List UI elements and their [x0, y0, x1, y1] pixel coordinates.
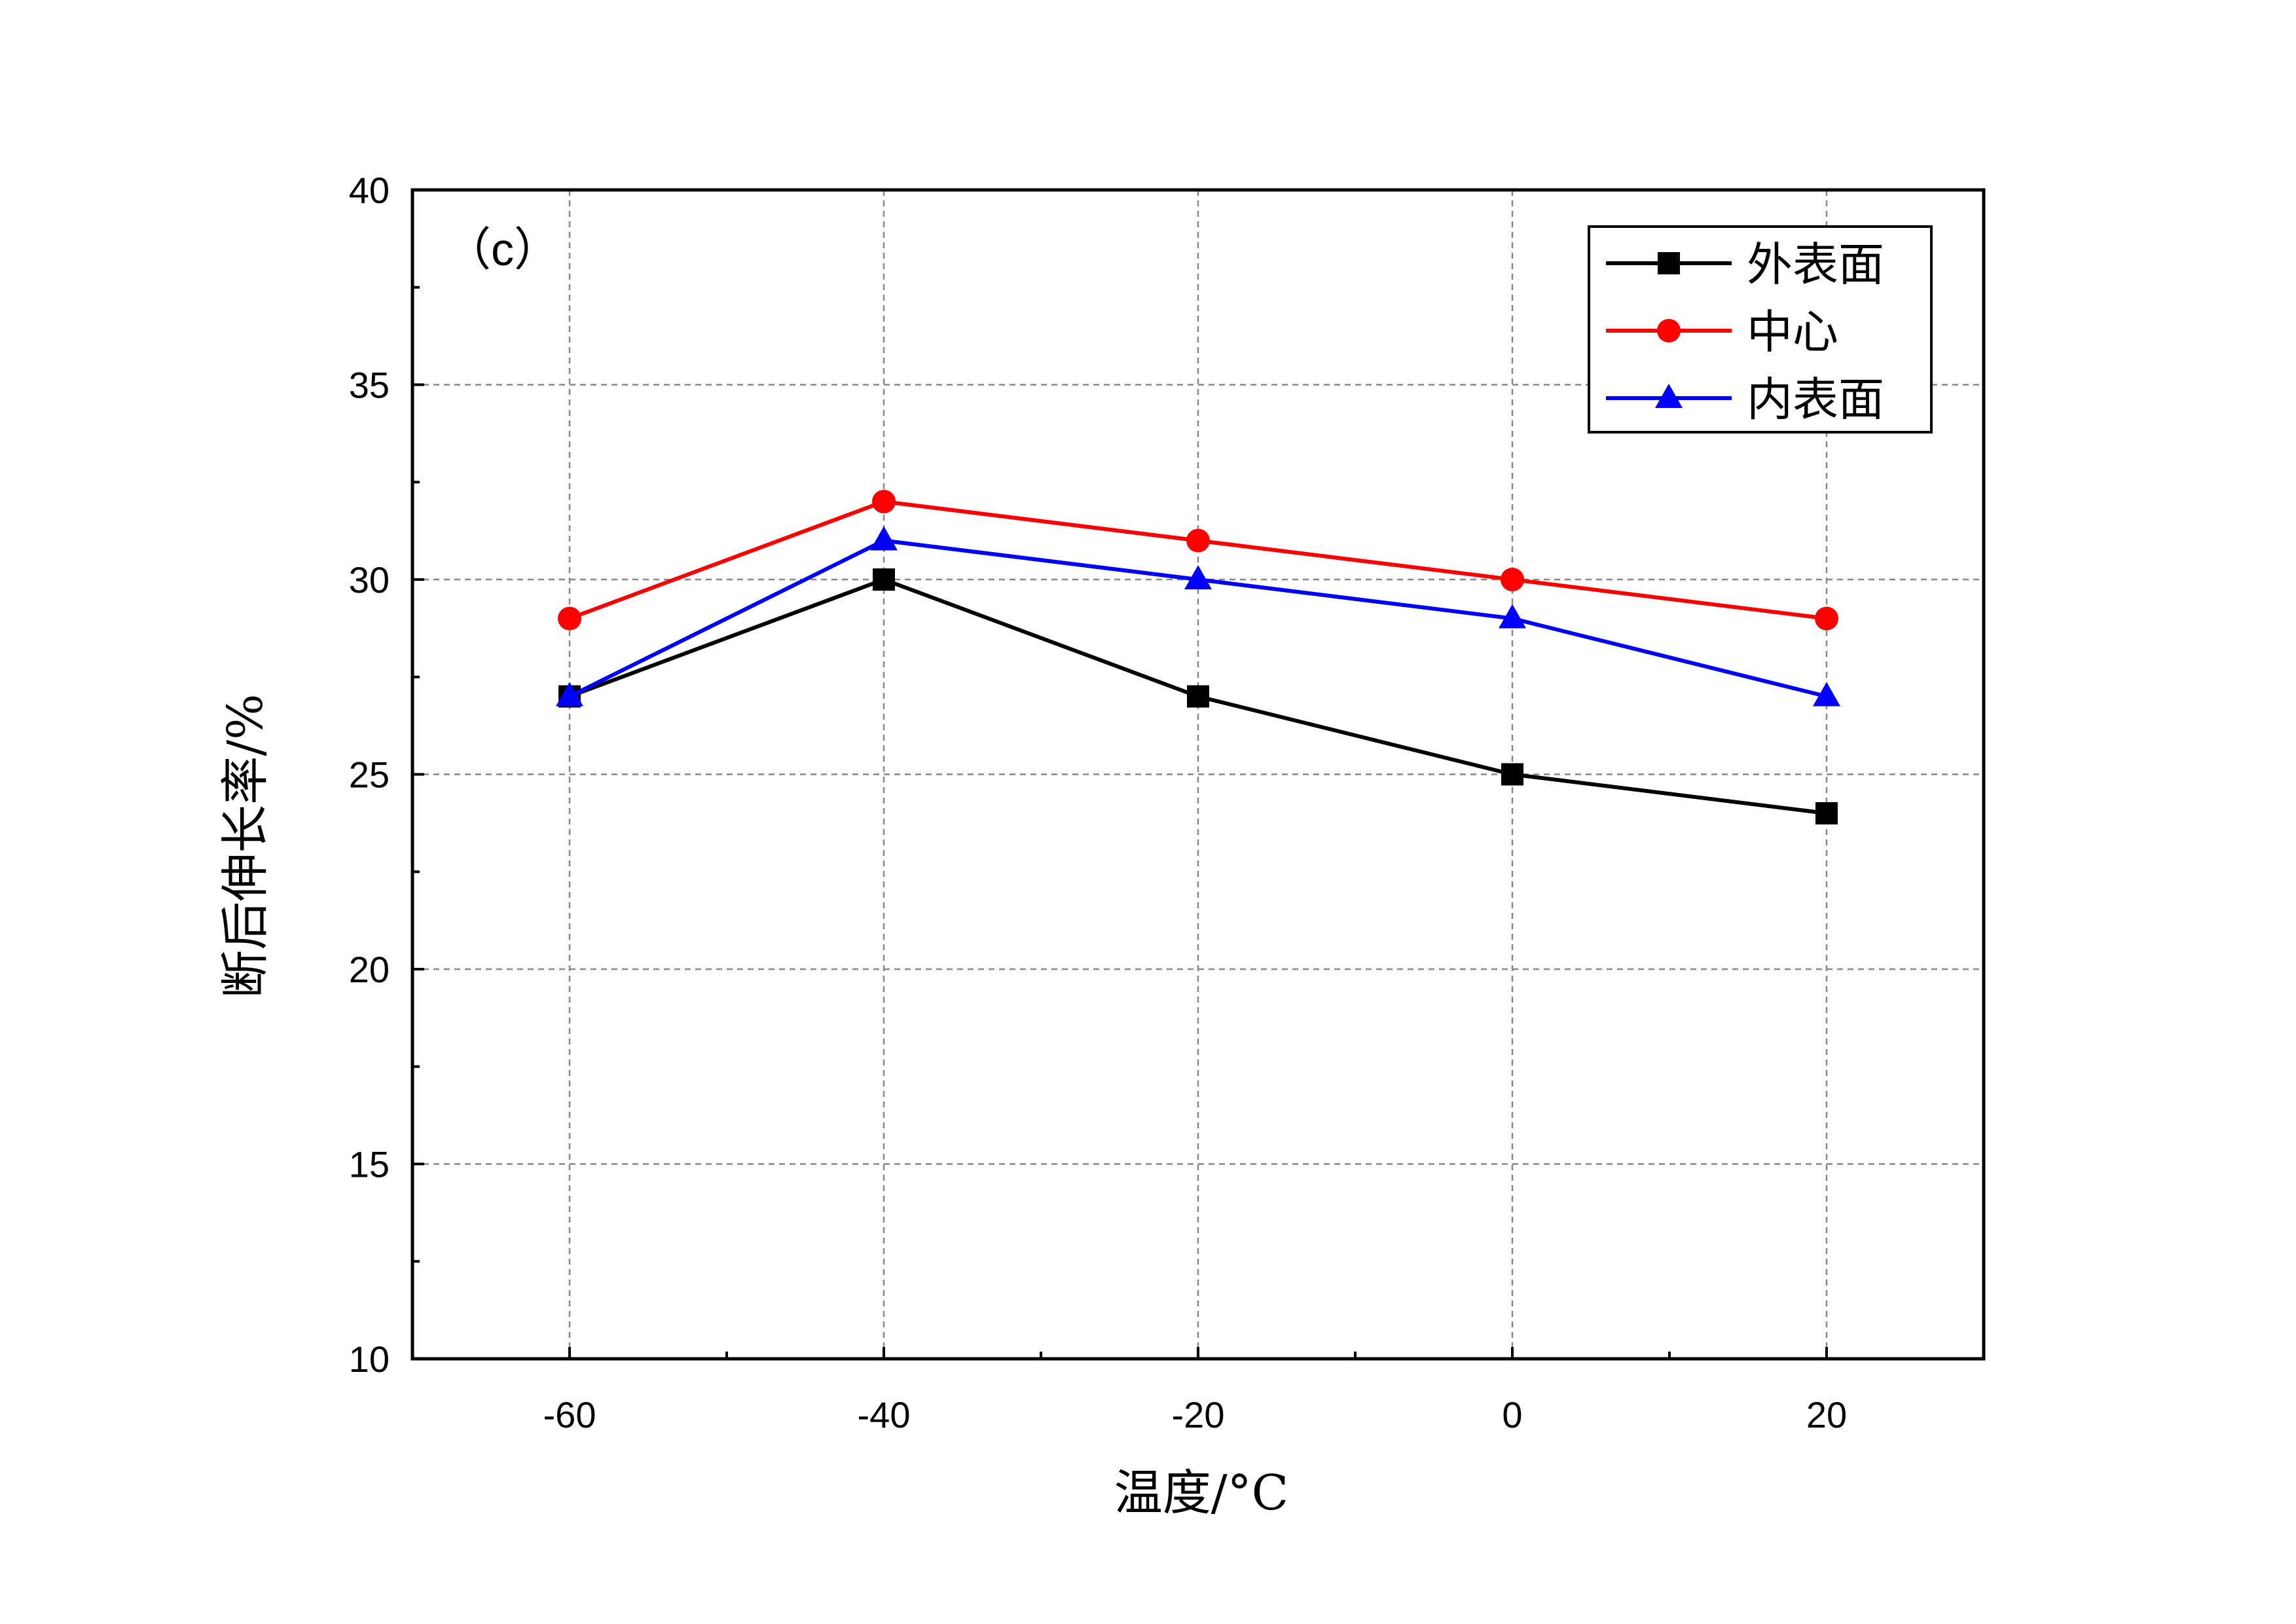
y-tick-label: 20	[349, 949, 390, 990]
legend-entry-2: 中心	[1606, 305, 1838, 359]
y-tick-labels: 10 15 20 25 30 35 40	[349, 170, 390, 1380]
y-axis-title: 断后伸长率/%	[217, 693, 274, 998]
legend-entry-3: 内表面	[1606, 373, 1884, 426]
legend-label: 内表面	[1747, 373, 1884, 426]
y-tick-label: 10	[349, 1338, 390, 1380]
legend-marker	[1657, 319, 1681, 342]
data-point	[558, 606, 581, 631]
y-tick-label: 40	[349, 170, 390, 211]
data-point	[873, 568, 895, 591]
series-group	[556, 490, 1840, 824]
y-tick-label: 15	[349, 1144, 390, 1185]
series-3	[556, 526, 1840, 707]
x-tick-labels: -60 -40 -20 0 20	[543, 1394, 1848, 1435]
data-point	[1499, 604, 1526, 629]
legend-label: 外表面	[1747, 238, 1884, 291]
x-axis-title: 温度/°C	[1114, 1465, 1289, 1521]
data-point	[1187, 685, 1209, 708]
data-point	[872, 490, 896, 513]
y-tick-label: 30	[349, 559, 390, 600]
data-point	[1184, 565, 1212, 589]
x-tick-label: 0	[1502, 1394, 1522, 1435]
x-tick-label: -60	[543, 1394, 596, 1435]
data-point	[1501, 568, 1524, 591]
data-point	[1813, 682, 1840, 707]
data-point	[556, 682, 583, 707]
data-point	[1815, 606, 1838, 631]
y-tick-label: 25	[349, 754, 390, 796]
data-point	[870, 526, 898, 551]
data-point	[1815, 802, 1838, 824]
legend-marker	[1655, 384, 1683, 408]
y-tick-label: 35	[349, 365, 390, 406]
series-2	[558, 490, 1838, 631]
panel-label: （c）	[445, 224, 560, 275]
legend-label: 中心	[1747, 305, 1838, 359]
legend-marker	[1658, 252, 1680, 274]
data-point	[1501, 763, 1523, 786]
x-tick-label: -40	[858, 1394, 911, 1435]
x-tick-label: 20	[1806, 1394, 1847, 1435]
legend-entry-1: 外表面	[1606, 238, 1884, 291]
plot-frame	[410, 188, 1986, 1361]
data-point	[1186, 528, 1210, 553]
x-tick-label: -20	[1172, 1394, 1225, 1435]
